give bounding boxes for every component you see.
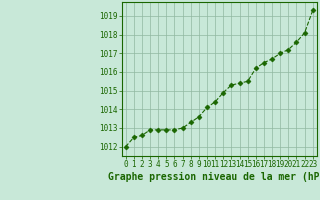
X-axis label: Graphe pression niveau de la mer (hPa): Graphe pression niveau de la mer (hPa): [108, 172, 320, 182]
